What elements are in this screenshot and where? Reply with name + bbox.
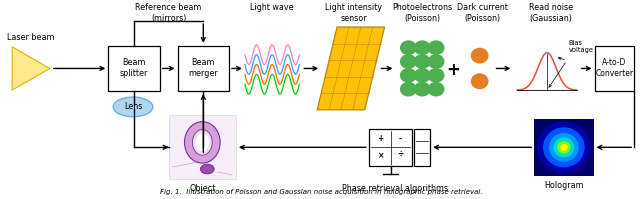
Text: Phase retrieval algorithms: Phase retrieval algorithms xyxy=(342,184,449,193)
FancyBboxPatch shape xyxy=(534,119,593,176)
Text: Read noise
(Gaussian): Read noise (Gaussian) xyxy=(529,3,573,23)
Ellipse shape xyxy=(414,54,431,69)
Text: Laser beam: Laser beam xyxy=(7,33,54,42)
Text: Fig. 1.  Illustration of Poisson and Gaussian noise acquisition in holographic p: Fig. 1. Illustration of Poisson and Gaus… xyxy=(160,188,483,195)
Text: Lens: Lens xyxy=(124,102,142,111)
Ellipse shape xyxy=(414,40,431,55)
Ellipse shape xyxy=(428,54,445,69)
Ellipse shape xyxy=(184,122,220,163)
Polygon shape xyxy=(12,47,50,90)
Ellipse shape xyxy=(113,97,153,117)
Ellipse shape xyxy=(471,73,488,89)
Text: Light intensity
sensor: Light intensity sensor xyxy=(325,3,382,23)
Ellipse shape xyxy=(428,68,445,83)
Text: +: + xyxy=(378,135,384,143)
Polygon shape xyxy=(317,27,385,110)
Text: Photoelectrons
(Poisson): Photoelectrons (Poisson) xyxy=(392,3,452,23)
Ellipse shape xyxy=(195,134,209,151)
Ellipse shape xyxy=(400,68,417,83)
Ellipse shape xyxy=(414,68,431,83)
FancyBboxPatch shape xyxy=(414,129,430,166)
Text: Bias
voltage: Bias voltage xyxy=(569,40,594,53)
Ellipse shape xyxy=(557,141,570,154)
Text: -: - xyxy=(399,135,402,143)
Text: +: + xyxy=(446,61,460,79)
FancyBboxPatch shape xyxy=(169,115,236,179)
Text: Beam
splitter: Beam splitter xyxy=(120,58,148,78)
Text: Dark current
(Poisson): Dark current (Poisson) xyxy=(457,3,508,23)
Ellipse shape xyxy=(549,133,579,162)
Ellipse shape xyxy=(400,40,417,55)
Ellipse shape xyxy=(543,127,585,167)
Text: Reference beam
(mirrors): Reference beam (mirrors) xyxy=(136,3,202,23)
FancyBboxPatch shape xyxy=(177,46,229,91)
Text: Hologram: Hologram xyxy=(544,181,584,190)
FancyBboxPatch shape xyxy=(369,129,412,166)
FancyBboxPatch shape xyxy=(595,46,634,91)
Text: ÷: ÷ xyxy=(397,151,404,160)
Text: Object: Object xyxy=(189,184,216,193)
Text: Beam
merger: Beam merger xyxy=(188,58,218,78)
Ellipse shape xyxy=(537,122,591,173)
Ellipse shape xyxy=(200,164,214,174)
Text: A-to-D
Converter: A-to-D Converter xyxy=(595,58,634,78)
Ellipse shape xyxy=(414,82,431,97)
FancyBboxPatch shape xyxy=(108,46,160,91)
Ellipse shape xyxy=(400,54,417,69)
Text: ×: × xyxy=(378,151,384,160)
Ellipse shape xyxy=(428,82,445,97)
Ellipse shape xyxy=(560,144,568,151)
Text: Light wave: Light wave xyxy=(250,3,294,12)
Ellipse shape xyxy=(428,40,445,55)
Ellipse shape xyxy=(554,137,574,157)
Ellipse shape xyxy=(400,82,417,97)
Ellipse shape xyxy=(471,48,488,63)
Ellipse shape xyxy=(193,130,212,155)
